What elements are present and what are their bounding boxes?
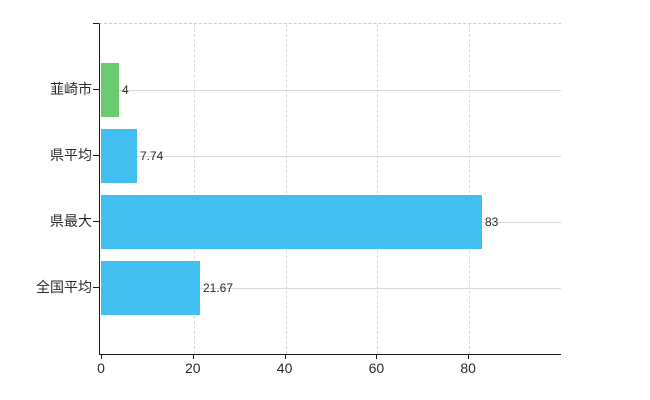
category-label: 韮崎市 [50,81,92,97]
bar [101,261,200,315]
gridline-horizontal [100,90,561,91]
x-axis-tick-label: 0 [97,360,105,376]
y-axis-tick [93,287,99,288]
x-axis-tick [101,354,102,359]
x-axis-tick [468,354,470,359]
gridline-horizontal [100,156,561,157]
x-axis-tick-label: 20 [185,360,201,376]
category-label: 全国平均 [36,279,92,295]
x-axis-tick [192,354,194,359]
x-axis-tick-label: 40 [276,360,293,376]
x-axis-tick-label: 80 [460,360,476,376]
plot-area: 4 7.74 83 21.67 [99,23,561,355]
x-axis-tick-label: 60 [368,360,385,376]
y-axis-tick [93,155,99,156]
bar-value-label: 4 [122,83,129,97]
bar [101,129,137,183]
y-axis-tick [93,89,99,90]
x-axis-tick [284,354,286,359]
gridline-vertical [193,24,195,354]
y-axis-top-tick [93,23,99,24]
y-axis-tick [93,221,99,222]
bar-value-label: 21.67 [203,281,234,295]
category-label: 県最大 [50,213,92,229]
gridline-vertical [469,24,471,354]
bar-value-label: 83 [485,215,499,229]
bar [101,195,482,249]
bar [101,63,119,117]
bar-value-label: 7.74 [140,149,164,163]
gridline-vertical [377,24,379,354]
category-label: 県平均 [50,147,92,163]
gridline-horizontal [100,288,561,289]
gridline-vertical [285,24,287,354]
x-axis-tick [376,354,378,359]
